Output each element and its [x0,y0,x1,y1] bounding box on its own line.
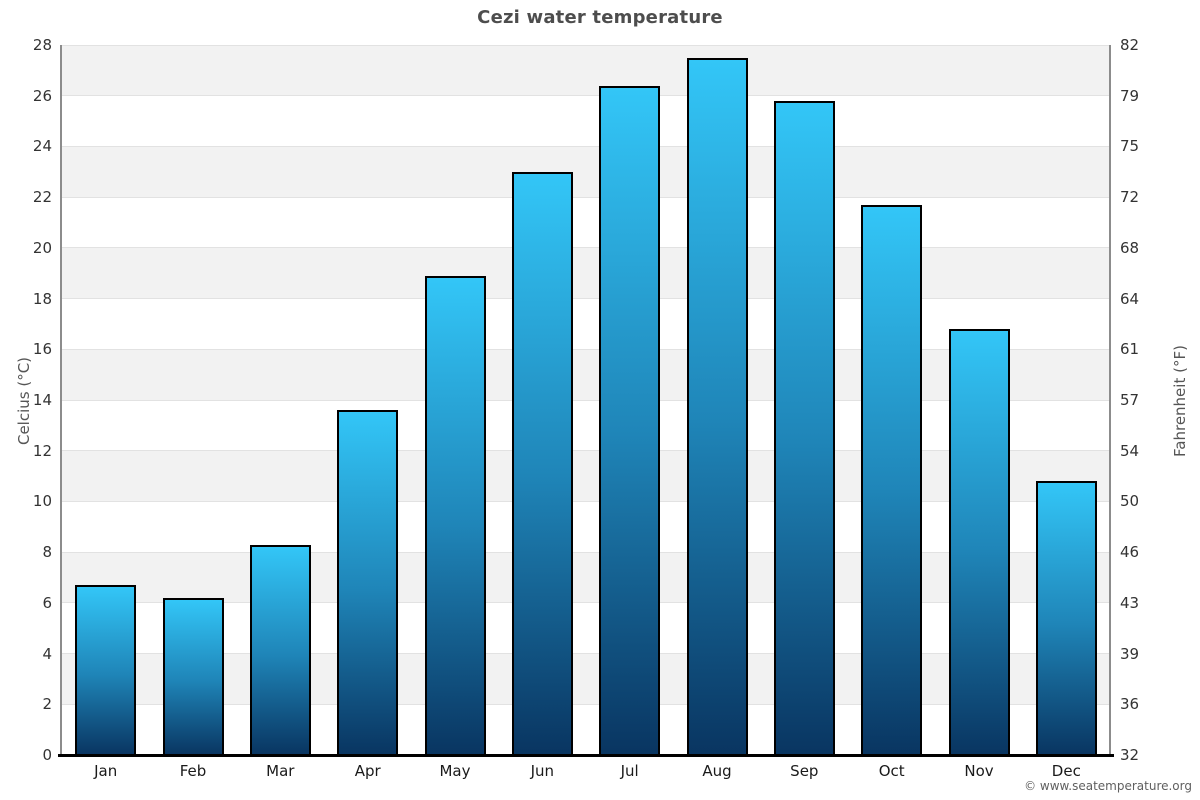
y-tick-fahrenheit: 68 [1120,238,1140,257]
x-tick-sep: Sep [790,762,819,780]
bar-jan [75,585,137,755]
gridline [62,247,1110,249]
plot-band [62,400,1110,451]
gridline [62,348,1110,350]
y-axis-line-left [60,45,62,756]
x-tick-jan: Jan [94,762,118,780]
y-tick-fahrenheit: 50 [1120,492,1140,511]
gridline [62,653,1110,655]
y-axis-line-right [1109,45,1111,756]
plot-band [62,95,1110,147]
y-tick-fahrenheit: 57 [1120,391,1140,409]
y-tick-celsius: 22 [32,188,52,207]
plot-band [62,653,1110,705]
y-tick-fahrenheit: 61 [1120,340,1140,359]
x-tick-oct: Oct [878,762,905,780]
gridline [62,551,1110,553]
x-axis-line [58,754,1114,757]
y-tick-celsius: 8 [42,543,52,562]
plot-area [62,44,1110,756]
bar-jun [511,171,573,755]
gridline [62,44,1110,46]
bar-apr [337,410,399,755]
gridline [62,145,1110,147]
gridline [62,95,1110,97]
y-tick-celsius: 6 [42,593,52,612]
y-tick-celsius: 16 [32,340,52,359]
y-tick-celsius: 20 [32,238,52,257]
bar-may [424,275,486,755]
plot-band [62,45,1110,96]
plot-band [62,349,1110,400]
bar-sep [773,100,835,755]
bar-nov [948,329,1010,755]
x-tick-jun: Jun [530,762,555,780]
x-tick-feb: Feb [179,762,207,780]
bar-mar [249,544,311,755]
attribution: © www.seatemperature.org [1024,779,1192,793]
x-tick-jul: Jul [620,762,639,780]
gridline [62,703,1110,705]
y-tick-fahrenheit: 75 [1120,137,1140,156]
y-tick-fahrenheit: 82 [1120,36,1140,54]
y-tick-fahrenheit: 39 [1120,644,1140,663]
x-tick-dec: Dec [1051,762,1081,780]
gridline [62,450,1110,452]
y-tick-celsius: 0 [42,746,52,764]
plot-band [62,704,1110,755]
y-tick-fahrenheit: 43 [1120,593,1140,612]
gridline [62,500,1110,502]
chart-title: Cezi water temperature [477,7,723,28]
y-tick-celsius: 12 [32,441,52,460]
plot-band [62,146,1110,198]
bar-dec [1035,481,1097,755]
y-tick-celsius: 18 [32,289,52,308]
plot-band [62,450,1110,502]
y-tick-celsius: 28 [32,36,52,54]
y-tick-fahrenheit: 46 [1120,543,1140,562]
x-tick-apr: Apr [354,762,381,780]
bar-feb [162,597,224,755]
y-tick-celsius: 24 [32,137,52,156]
plot-band [62,197,1110,248]
y-tick-celsius: 2 [42,695,52,714]
y-tick-fahrenheit: 36 [1120,695,1140,714]
y-tick-fahrenheit: 54 [1120,441,1140,460]
bar-oct [861,204,923,755]
y-tick-celsius: 4 [42,644,52,663]
gridline [62,196,1110,198]
plot-band [62,552,1110,603]
x-tick-nov: Nov [964,762,994,780]
y-tick-celsius: 26 [32,86,52,105]
bar-jul [599,85,661,755]
y-tick-celsius: 10 [32,492,52,511]
gridline [62,602,1110,604]
x-tick-mar: Mar [266,762,295,780]
bar-aug [686,57,748,755]
x-tick-aug: Aug [702,762,732,780]
y-tick-fahrenheit: 79 [1120,86,1140,105]
y-tick-celsius: 14 [32,391,52,409]
y-tick-fahrenheit: 72 [1120,188,1140,207]
gridline [62,399,1110,401]
plot-band [62,501,1110,553]
y-tick-fahrenheit: 32 [1120,746,1140,764]
y-tick-fahrenheit: 64 [1120,289,1140,308]
plot-band [62,247,1110,299]
gridline [62,298,1110,300]
plot-band [62,298,1110,350]
x-tick-may: May [439,762,471,780]
plot-band [62,602,1110,654]
